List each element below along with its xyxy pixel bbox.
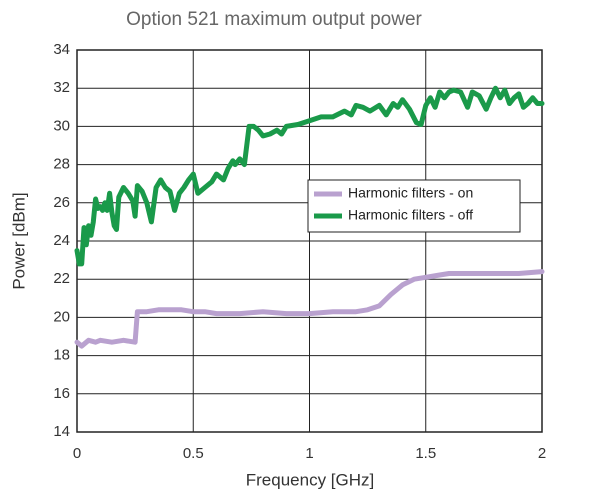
x-axis-label: Frequency [GHz] xyxy=(246,470,375,489)
x-tick-label: 0 xyxy=(73,445,81,462)
legend-box xyxy=(307,179,521,233)
y-tick-label: 24 xyxy=(53,232,70,249)
y-tick-label: 32 xyxy=(53,79,70,96)
y-tick-label: 30 xyxy=(53,117,70,134)
legend-label: Harmonic filters - off xyxy=(348,207,473,223)
y-tick-label: 34 xyxy=(53,41,70,58)
y-tick-label: 18 xyxy=(53,347,70,364)
y-tick-label: 26 xyxy=(53,194,70,211)
chart-title: Option 521 maximum output power xyxy=(126,9,422,30)
y-tick-label: 14 xyxy=(53,423,70,440)
series-line xyxy=(74,85,545,267)
x-tick-label: 0.5 xyxy=(183,445,204,462)
y-tick-label: 22 xyxy=(53,270,70,287)
y-tick-label: 20 xyxy=(53,308,70,325)
y-tick-label: 28 xyxy=(53,156,70,173)
legend: Harmonic filters - on Harmonic filters - … xyxy=(307,179,521,233)
plot-frame xyxy=(76,49,543,433)
y-tick-label: 16 xyxy=(53,385,70,402)
y-axis-label: Power [dBm] xyxy=(9,192,28,289)
x-tick-label: 2 xyxy=(538,445,546,462)
series-line xyxy=(74,269,545,349)
legend-label: Harmonic filters - on xyxy=(348,185,473,201)
x-tick-label: 1.5 xyxy=(415,445,436,462)
x-tick-label: 1 xyxy=(305,445,313,462)
